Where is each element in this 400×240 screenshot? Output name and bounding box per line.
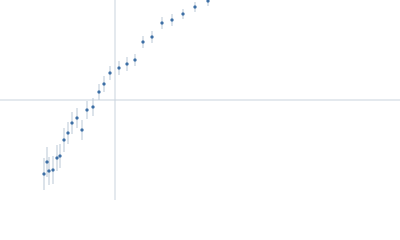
point (58, 154, 62, 158)
point (45, 160, 49, 164)
point (51, 168, 55, 172)
point (193, 5, 197, 9)
point (47, 169, 51, 173)
point (206, 0, 210, 3)
point (117, 66, 121, 70)
point (170, 18, 174, 22)
point (85, 108, 89, 112)
point (160, 21, 164, 25)
chart (0, 0, 400, 200)
point (108, 71, 112, 75)
point (125, 62, 129, 66)
point (66, 131, 70, 135)
point (75, 116, 79, 120)
point (97, 90, 101, 94)
point (42, 172, 46, 176)
point (70, 121, 74, 125)
point (80, 128, 84, 132)
point (181, 12, 185, 16)
point (91, 105, 95, 109)
point (141, 40, 145, 44)
point (62, 138, 66, 142)
point (102, 82, 106, 86)
point (55, 156, 59, 160)
point (133, 58, 137, 62)
point (150, 35, 154, 39)
